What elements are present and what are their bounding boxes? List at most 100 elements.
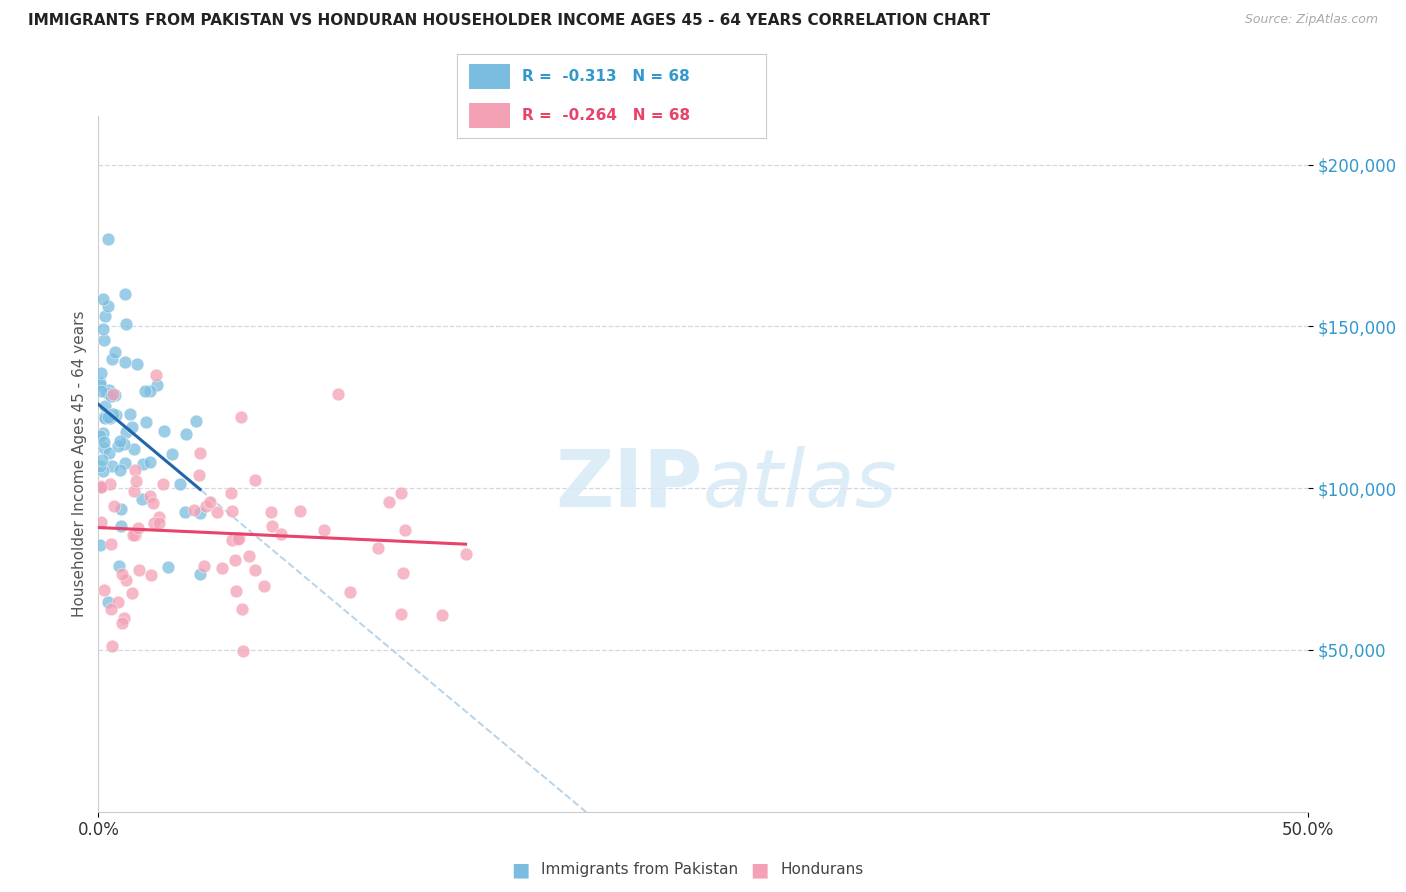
Point [377,495,399,509]
Point [121,586,143,600]
Text: R =  -0.313   N = 68: R = -0.313 N = 68 [522,69,690,84]
Point [100,640,122,654]
Bar [470,63,509,89]
Point [90,366,112,380]
Point [145,368,167,382]
Point [314,524,336,538]
Point [148,510,170,524]
Point [93,442,115,456]
Point [121,420,143,434]
Point [124,484,146,499]
Point [97,383,120,397]
Point [93,410,115,425]
Y-axis label: Householder Income Ages 45 - 64 years: Householder Income Ages 45 - 64 years [72,310,87,617]
Point [193,558,215,573]
Point [229,410,252,425]
Point [89,429,111,443]
Point [90,384,112,398]
Point [125,358,148,372]
Point [118,407,141,421]
Point [93,334,115,348]
Point [122,442,145,456]
Point [115,573,138,587]
Point [389,607,412,621]
Point [224,553,246,567]
Point [107,440,129,454]
Text: IMMIGRANTS FROM PAKISTAN VS HONDURAN HOUSEHOLDER INCOME AGES 45 - 64 YEARS CORRE: IMMIGRANTS FROM PAKISTAN VS HONDURAN HOU… [28,13,990,29]
Point [243,473,266,487]
Point [186,413,208,427]
Point [100,389,122,403]
Point [260,518,283,533]
Point [139,568,162,582]
Point [121,528,143,542]
Point [162,447,184,461]
Point [94,410,117,425]
Point [108,434,131,448]
Point [132,458,155,472]
Point [100,537,122,551]
Point [98,477,121,491]
Point [90,480,112,494]
Point [128,563,150,577]
Point [89,538,111,552]
Point [391,566,413,581]
Point [142,496,165,510]
Point [103,500,125,514]
Point [367,541,389,555]
Point [221,504,243,518]
Bar [470,103,509,128]
Point [288,503,311,517]
Point [124,462,146,476]
Point [188,506,211,520]
Point [97,410,120,425]
Point [232,644,254,658]
Point [94,399,117,413]
Point [114,317,136,331]
Point [231,602,253,616]
Point [225,584,247,599]
Point [96,386,118,401]
Point [138,455,160,469]
Point [93,582,115,597]
Text: atlas: atlas [703,446,898,524]
Point [93,434,115,449]
Point [110,501,132,516]
Point [101,459,124,474]
Point [104,344,127,359]
Point [89,376,111,390]
Point [108,558,131,573]
Point [104,387,127,401]
Point [97,299,120,313]
Point [91,453,114,467]
Point [90,478,112,492]
Point [105,408,128,422]
Point [100,352,122,367]
Point [124,528,146,542]
Point [127,521,149,535]
Point [259,505,281,519]
Point [89,480,111,494]
Point [98,409,121,423]
Text: ■: ■ [510,860,530,880]
Point [339,584,361,599]
Point [270,527,292,541]
Point [135,415,157,429]
Point [207,505,229,519]
Point [187,467,209,482]
Point [152,477,174,491]
Point [108,463,131,477]
Point [157,560,180,574]
Text: Source: ZipAtlas.com: Source: ZipAtlas.com [1244,13,1378,27]
Point [389,486,412,500]
Point [139,384,162,398]
Point [111,616,134,631]
Point [131,492,153,507]
Point [198,495,221,509]
Point [94,309,117,323]
Point [221,533,243,548]
Point [174,426,197,441]
Point [226,533,249,547]
Point [169,477,191,491]
Point [238,549,260,563]
